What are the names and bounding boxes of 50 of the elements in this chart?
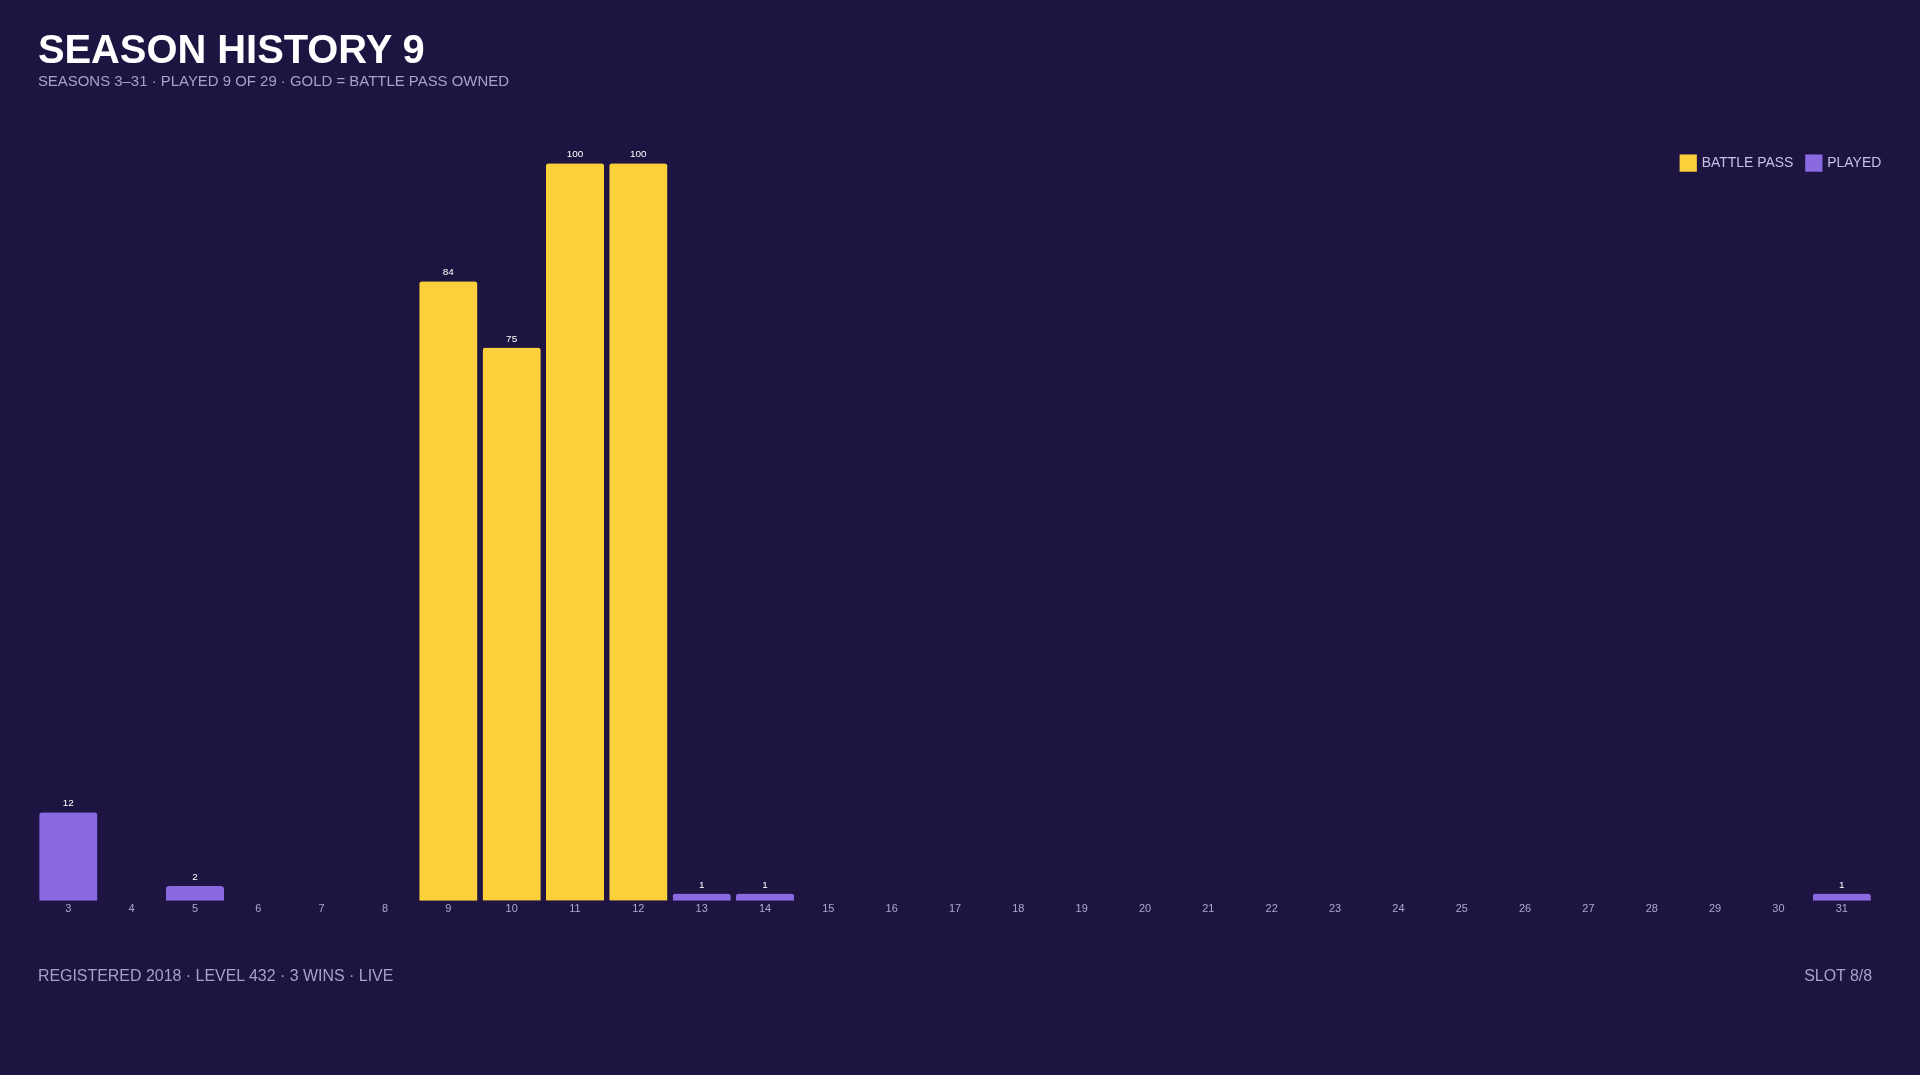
x-tick-label: 31 [1835,902,1848,915]
x-tick-label: 24 [1392,902,1405,915]
bar [609,163,668,901]
x-tick-label: 9 [445,902,452,915]
x-tick-label: 18 [1012,902,1025,915]
x-tick-label: 12 [632,902,645,915]
data-label: 75 [506,332,518,344]
x-tick-label: 4 [128,902,135,915]
data-label: 1 [698,878,705,890]
x-tick-label: 27 [1582,902,1595,915]
x-tick-label: 28 [1645,902,1658,915]
legend-label: BATTLE PASS [1701,154,1794,171]
x-tick-label: 3 [65,902,72,915]
x-tick-label: 15 [822,902,835,915]
data-label: 12 [62,797,75,809]
bar [482,347,541,901]
data-label: 2 [192,871,199,883]
chart-title: SEASON HISTORY 9 [37,27,425,72]
bar [545,163,605,901]
x-tick-label: 30 [1772,902,1785,915]
x-tick-label: 26 [1518,902,1532,915]
x-tick-label: 5 [191,902,199,915]
x-tick-label: 11 [569,902,581,915]
x-tick-label: 6 [255,902,262,915]
x-tick-label: 29 [1708,902,1722,915]
x-tick-label: 25 [1455,902,1468,915]
x-tick-label: 23 [1328,902,1342,915]
x-tick-label: 22 [1265,902,1278,915]
x-tick-label: 13 [695,902,708,915]
x-tick-label: 16 [885,902,898,915]
data-label: 100 [630,148,648,160]
chart-subtitle: SEASONS 3–31 · PLAYED 9 OF 29 · GOLD = BATTLE PASS OWNED [37,72,510,90]
legend-label: PLAYED [1827,154,1882,171]
data-label: 84 [442,266,455,278]
data-label: 1 [762,878,769,890]
x-tick-label: 14 [758,902,772,915]
x-tick-label: 7 [318,902,325,915]
bar [39,812,98,901]
bar [165,886,225,901]
bar [419,281,478,901]
data-label: 1 [1838,878,1845,890]
x-tick-label: 10 [505,902,518,915]
x-tick-label: 20 [1138,902,1152,915]
x-tick-label: 21 [1202,902,1215,915]
x-tick-label: 17 [948,902,962,915]
x-tick-label: 8 [381,902,389,915]
x-tick-label: 19 [1075,902,1088,915]
data-label: 100 [566,148,584,160]
text: REGISTERED 2018 · LEVEL 432 · 3 WINS · LIVE [37,966,394,984]
text: SLOT 8/8 [1804,966,1873,984]
